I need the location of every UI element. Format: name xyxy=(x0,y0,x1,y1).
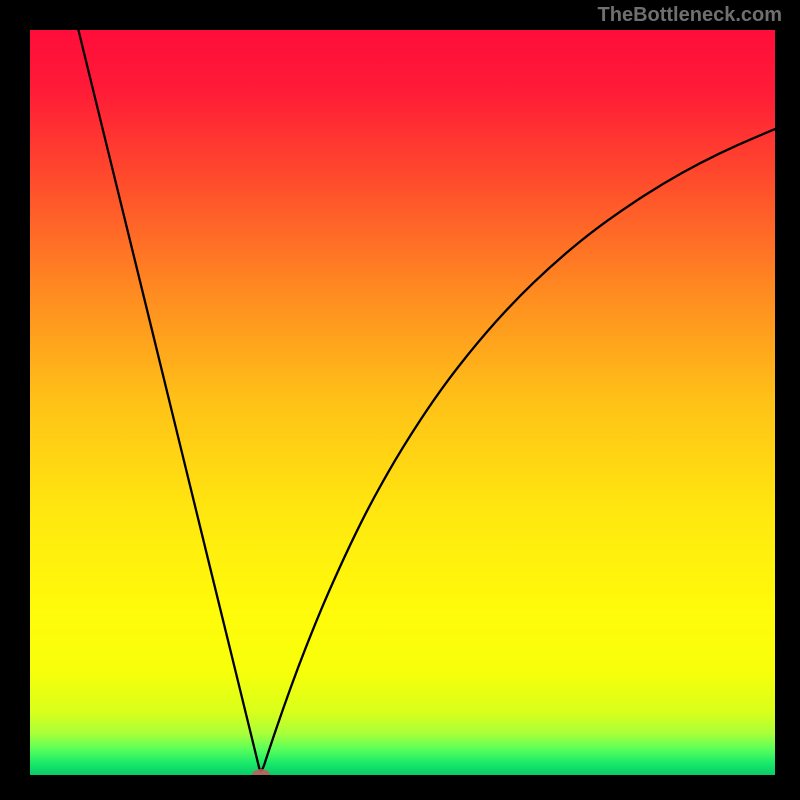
chart-frame xyxy=(0,0,30,800)
bottleneck-chart xyxy=(0,0,800,800)
chart-frame xyxy=(0,775,800,800)
watermark-text: TheBottleneck.com xyxy=(598,4,782,27)
plot-background xyxy=(30,30,775,775)
chart-svg xyxy=(0,0,800,800)
chart-frame xyxy=(775,0,800,800)
